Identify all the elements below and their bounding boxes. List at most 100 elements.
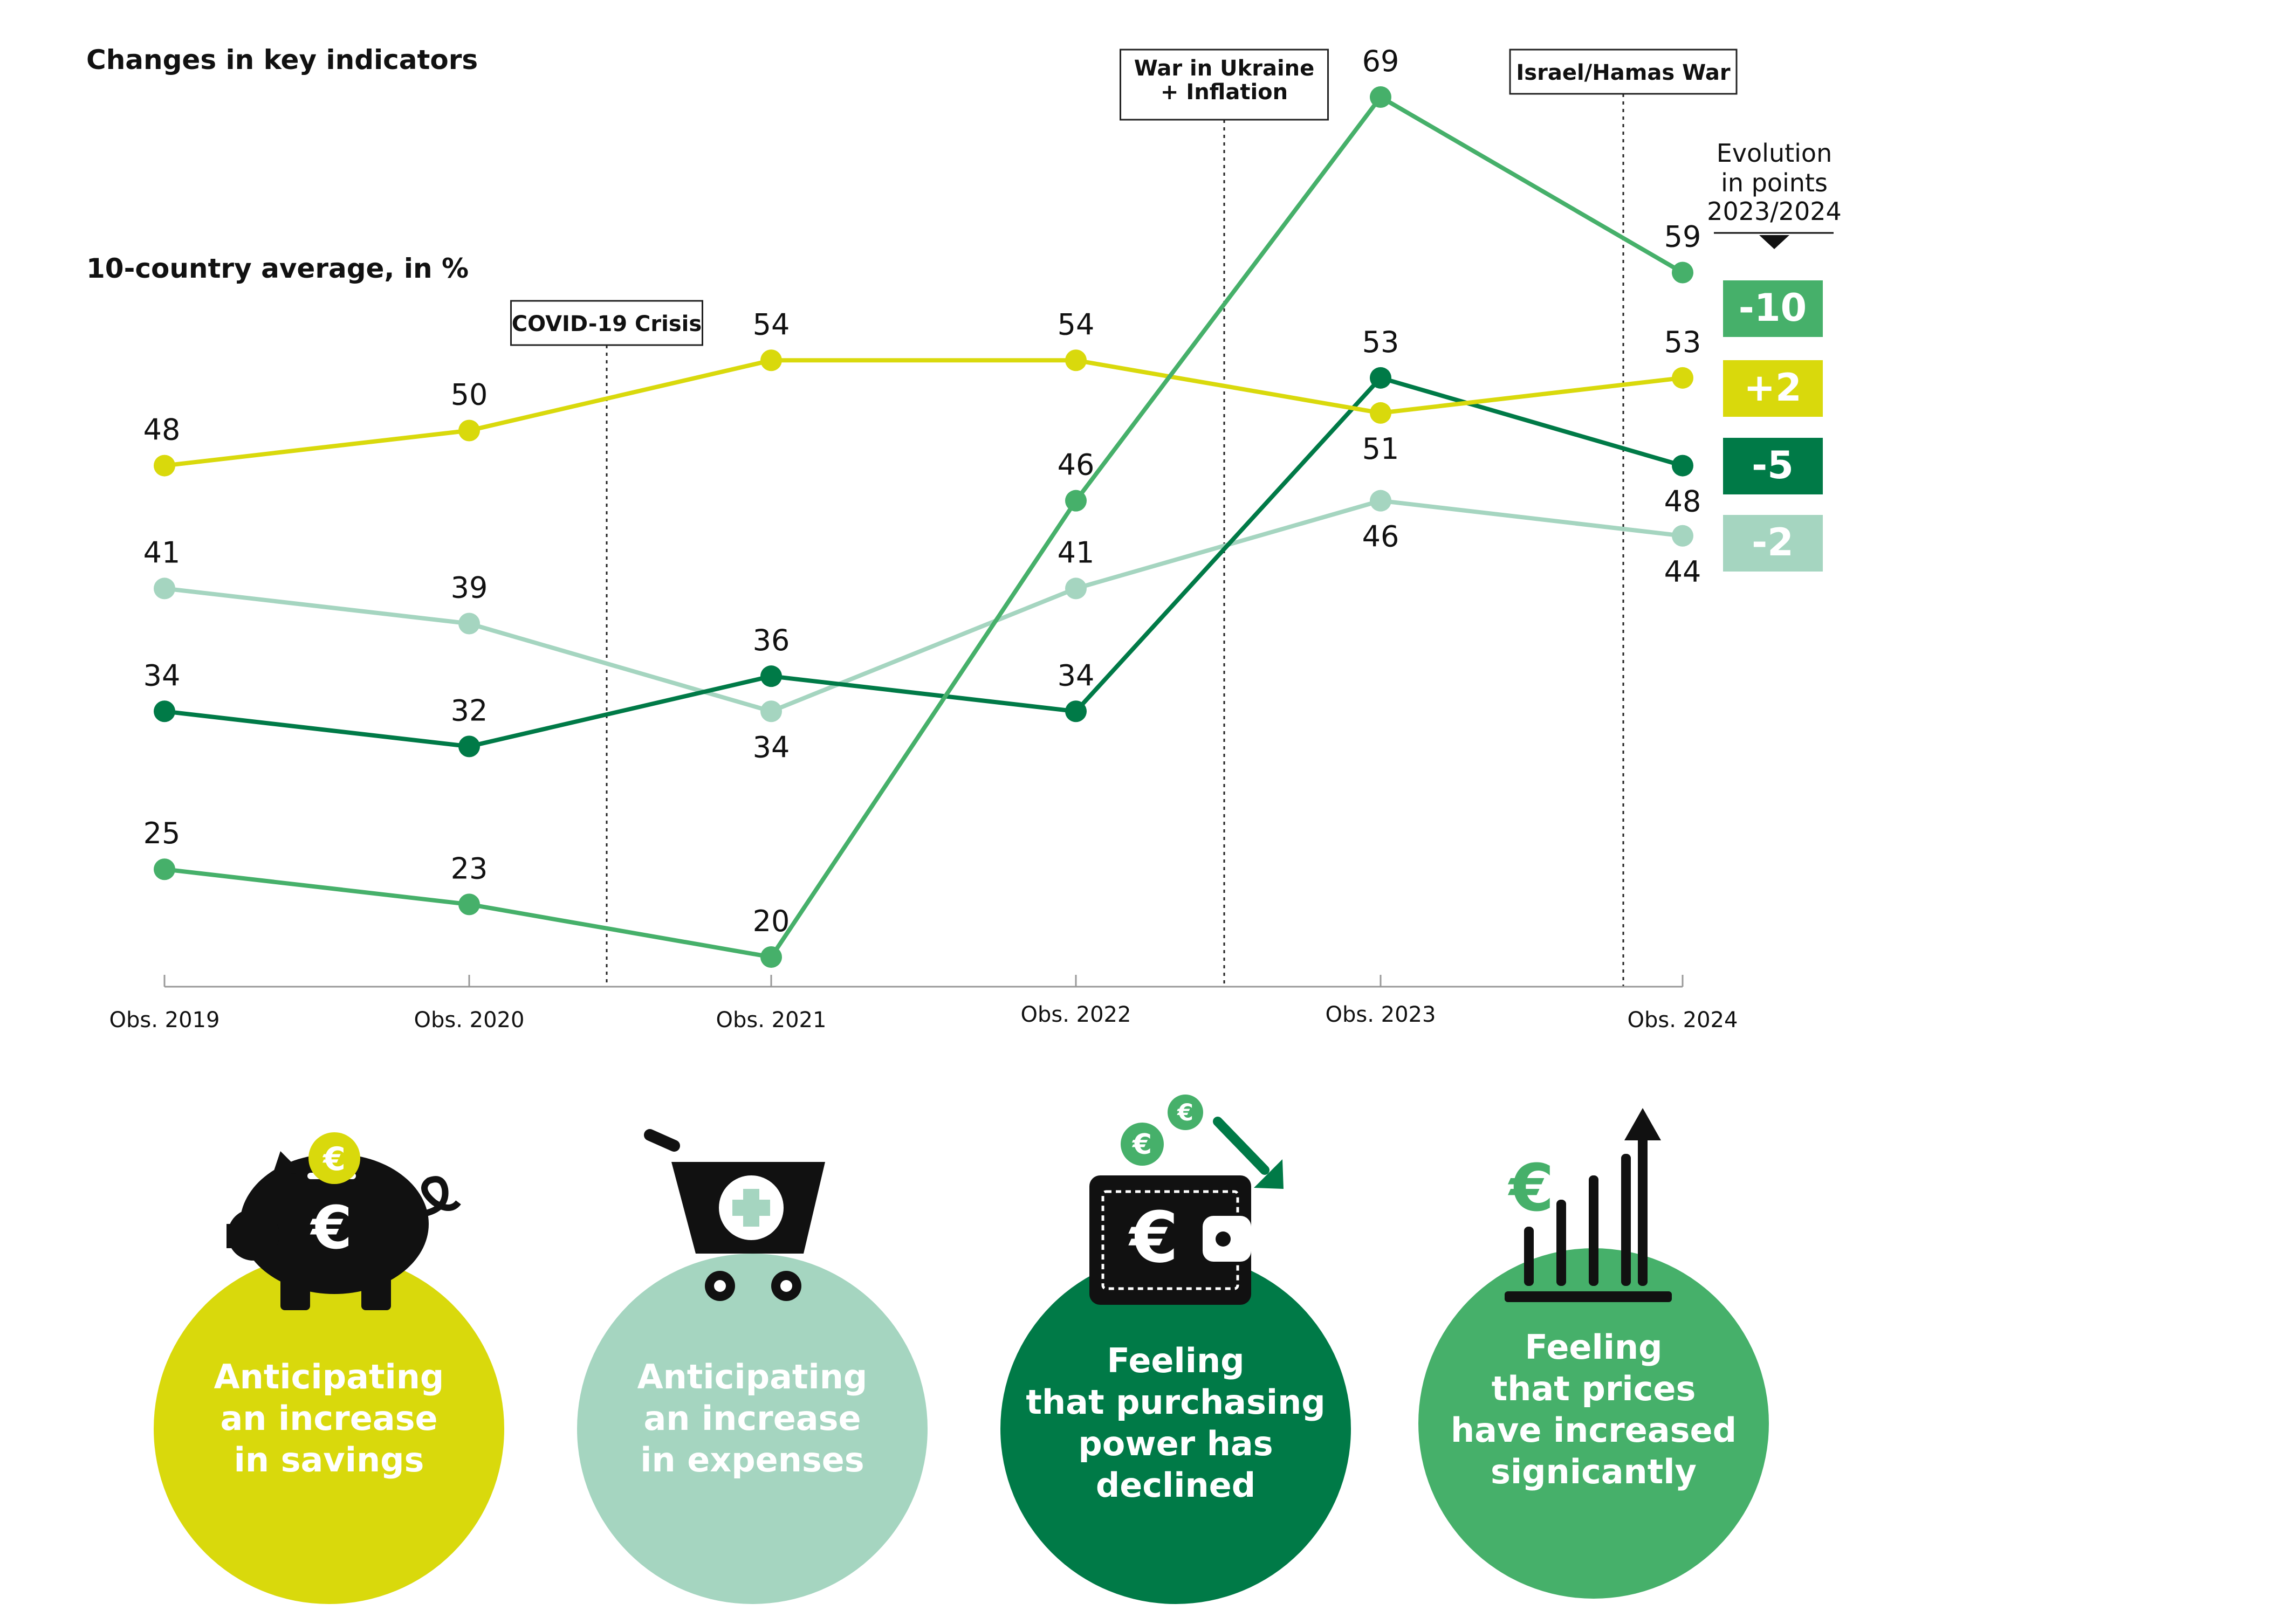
series-line-expenses — [164, 498, 1683, 714]
legend-circle-expenses — [577, 1254, 928, 1604]
data-label-purchasing: 36 — [753, 623, 790, 657]
data-label-prices: 23 — [451, 851, 488, 885]
legend-label-prices: that prices — [1492, 1369, 1696, 1408]
wallet-icon: € € € — [1089, 1095, 1284, 1305]
euro-symbol: € — [1128, 1196, 1178, 1278]
evolution-badge-purchasing — [1723, 438, 1823, 494]
x-axis: Obs. 2019 Obs. 2020 Obs. 2021 Obs. 2022 Obs.… — [109, 975, 1738, 1033]
euro-symbol: € — [322, 1140, 346, 1178]
data-label-purchasing: 34 — [143, 658, 181, 692]
legend-label-purchasing: that purchasing — [1026, 1382, 1325, 1422]
data-label-purchasing: 48 — [1664, 485, 1701, 519]
series-line-prices — [164, 95, 1684, 959]
data-label-purchasing: 53 — [1362, 325, 1399, 359]
data-points — [154, 86, 1693, 968]
data-label-expenses: 34 — [753, 730, 790, 764]
evolution-badge-prices — [1723, 280, 1823, 337]
euro-symbol: € — [310, 1193, 353, 1262]
data-point-prices — [154, 858, 175, 880]
legend-label-expenses: Anticipating — [637, 1357, 868, 1396]
data-labels: 48 50 54 54 51 53 41 39 34 41 46 44 34 32 36 34 53 48 25 23… — [143, 44, 1701, 938]
legend-label-prices: signicantly — [1491, 1452, 1697, 1491]
data-point-prices — [458, 893, 480, 916]
evolution-badge-expenses — [1723, 515, 1823, 572]
evolution-caret-icon — [1759, 235, 1789, 249]
coin-icon — [1168, 1095, 1203, 1130]
event-label: War in Ukraine — [1134, 56, 1315, 81]
series-line-purchasing — [164, 375, 1684, 749]
legend-label-purchasing: declined — [1096, 1465, 1255, 1505]
chart-title: Changes in key indicators — [86, 44, 478, 75]
data-point-prices — [1672, 262, 1693, 284]
data-point-purchasing — [760, 665, 782, 687]
legend-circle-purchasing — [1000, 1254, 1351, 1604]
legend-label-savings: an increase — [220, 1399, 437, 1438]
x-tick-label: Obs. 2019 — [109, 1008, 220, 1033]
data-point-prices — [760, 946, 782, 968]
legend-label-prices: Feeling — [1525, 1327, 1663, 1367]
series-line-savings — [164, 358, 1683, 468]
evolution-panel: Evolution in points 2023/2024 +2 -2 -5 -10 — [1707, 139, 1842, 572]
piggy-bank-icon: €€ — [227, 1132, 461, 1310]
data-point-savings — [1370, 402, 1391, 424]
arrow-up-icon — [1624, 1108, 1661, 1140]
data-label-savings: 53 — [1664, 325, 1701, 359]
data-label-expenses: 41 — [1058, 535, 1095, 569]
data-point-prices — [1370, 86, 1391, 108]
data-point-purchasing — [458, 735, 480, 758]
chart-subtitle: 10-country average, in % — [86, 253, 469, 284]
event-markers: COVID-19 Crisis War in Ukraine+ Inflation… — [510, 49, 1738, 987]
data-point-purchasing — [1370, 367, 1391, 389]
data-label-savings: 54 — [753, 307, 790, 341]
data-label-purchasing: 32 — [451, 693, 488, 727]
data-point-prices — [1065, 490, 1087, 512]
legend-label-savings: Anticipating — [214, 1357, 444, 1396]
legend-label-prices: have increased — [1451, 1410, 1737, 1450]
data-label-savings: 48 — [143, 413, 181, 447]
data-point-savings — [760, 349, 782, 371]
data-point-savings — [458, 419, 480, 442]
data-label-expenses: 44 — [1664, 555, 1701, 589]
evolution-badge-savings — [1723, 360, 1823, 417]
coin-icon — [1121, 1123, 1164, 1166]
data-point-savings — [154, 455, 175, 477]
event-label: Israel/Hamas War — [1516, 60, 1730, 85]
legend-circle-prices — [1418, 1248, 1769, 1599]
event-box — [510, 300, 703, 346]
legend-label-purchasing: power has — [1078, 1424, 1273, 1463]
event-box — [1120, 49, 1329, 121]
data-label-prices: 59 — [1664, 220, 1701, 254]
series-lines — [164, 95, 1684, 959]
x-tick-label: Obs. 2022 — [1021, 1002, 1131, 1027]
event-box — [1509, 49, 1738, 95]
rising-bars-icon: € — [1505, 1108, 1672, 1302]
evolution-header-line1: Evolution — [1717, 139, 1832, 168]
legend-label-expenses: in expenses — [640, 1440, 864, 1480]
evolution-value-prices: -10 — [1739, 286, 1807, 330]
event-label: + Inflation — [1161, 80, 1288, 105]
legend-label-purchasing: Feeling — [1107, 1341, 1245, 1380]
data-label-prices: 46 — [1058, 448, 1095, 482]
data-label-prices: 25 — [143, 816, 181, 850]
data-label-expenses: 39 — [451, 571, 488, 605]
data-label-prices: 69 — [1362, 44, 1399, 78]
data-point-savings — [1672, 367, 1693, 389]
x-tick-label: Obs. 2020 — [414, 1008, 525, 1033]
data-label-savings: 51 — [1362, 432, 1399, 466]
data-point-purchasing — [1065, 700, 1087, 722]
data-label-savings: 50 — [451, 377, 488, 411]
evolution-value-expenses: -2 — [1752, 520, 1794, 565]
evolution-header-line2: in points — [1721, 168, 1828, 197]
euro-symbol: € — [1177, 1099, 1193, 1126]
data-label-purchasing: 34 — [1058, 658, 1095, 692]
evolution-header-line3: 2023/2024 — [1707, 197, 1842, 226]
data-label-prices: 20 — [753, 904, 790, 938]
data-point-expenses — [1065, 577, 1087, 600]
evolution-value-savings: +2 — [1744, 366, 1801, 410]
euro-symbol: € — [1507, 1151, 1554, 1226]
data-label-savings: 54 — [1058, 307, 1095, 341]
data-point-expenses — [1370, 490, 1391, 512]
x-tick-label: Obs. 2024 — [1628, 1008, 1738, 1033]
data-point-expenses — [1672, 525, 1693, 547]
